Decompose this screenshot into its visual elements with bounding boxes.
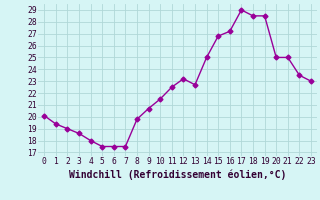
X-axis label: Windchill (Refroidissement éolien,°C): Windchill (Refroidissement éolien,°C) xyxy=(69,169,286,180)
